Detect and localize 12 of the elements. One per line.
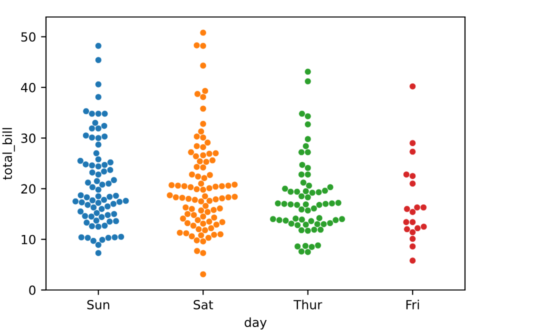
y-tick-label: 20 bbox=[21, 184, 36, 194]
y-axis-title: total_bill bbox=[2, 128, 15, 180]
y-tick-label: 50 bbox=[21, 32, 36, 42]
x-axis-title: day bbox=[244, 317, 267, 330]
y-tick-label: 30 bbox=[21, 134, 36, 143]
y-tick-label: 0 bbox=[29, 285, 36, 295]
x-tick-label: Fri bbox=[406, 300, 419, 310]
y-tick-label: 10 bbox=[22, 234, 36, 244]
x-tick-label: Sun bbox=[87, 300, 110, 310]
y-tick-label: 40 bbox=[20, 82, 36, 92]
x-tick-label: Sat bbox=[194, 300, 214, 310]
x-tick-label: Thur bbox=[294, 300, 322, 310]
